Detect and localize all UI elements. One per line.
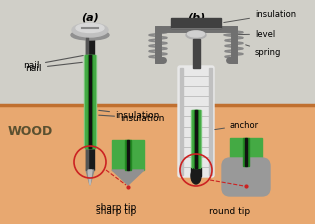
Text: sharp tip: sharp tip [96,207,136,216]
Text: nail: nail [26,62,82,73]
Bar [245,138,247,166]
Text: anchor: anchor [215,121,259,129]
Text: insulation: insulation [99,110,159,119]
Text: level: level [224,30,275,39]
Bar [86,37,94,170]
Text: insulation: insulation [99,114,164,123]
Bar [191,168,201,176]
Bar [194,110,198,168]
Bar [85,55,95,148]
Bar [195,110,197,168]
Bar [230,138,262,166]
Ellipse shape [186,31,206,39]
Bar [0,105,315,224]
Bar [192,39,199,68]
FancyBboxPatch shape [178,66,214,177]
Text: nail: nail [24,56,83,69]
Ellipse shape [72,23,108,37]
Bar [88,55,92,148]
Text: insulation: insulation [224,9,296,23]
Bar [171,18,221,28]
Ellipse shape [191,168,201,184]
Bar [84,55,96,148]
Ellipse shape [187,31,204,37]
FancyBboxPatch shape [222,158,270,196]
Bar [243,138,249,166]
Bar [127,140,129,170]
Bar [191,110,201,168]
Bar [125,140,131,170]
Polygon shape [86,170,94,185]
Text: spring: spring [246,45,281,56]
Polygon shape [88,170,92,185]
Bar [192,110,200,168]
Bar [86,37,88,170]
Text: sharp tip: sharp tip [96,203,136,212]
Bar [209,68,212,175]
Text: round tip: round tip [209,207,250,216]
Ellipse shape [71,30,109,40]
Bar [0,0,315,105]
Text: WOOD: WOOD [8,125,53,138]
Ellipse shape [76,24,104,32]
Bar [89,55,91,148]
Bar [112,140,144,170]
Bar [180,68,183,175]
Text: (b): (b) [187,12,205,22]
Text: (a): (a) [81,12,99,22]
Polygon shape [112,170,144,185]
